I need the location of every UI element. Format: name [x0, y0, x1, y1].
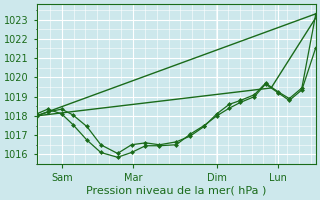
X-axis label: Pression niveau de la mer( hPa ): Pression niveau de la mer( hPa )	[86, 186, 266, 196]
